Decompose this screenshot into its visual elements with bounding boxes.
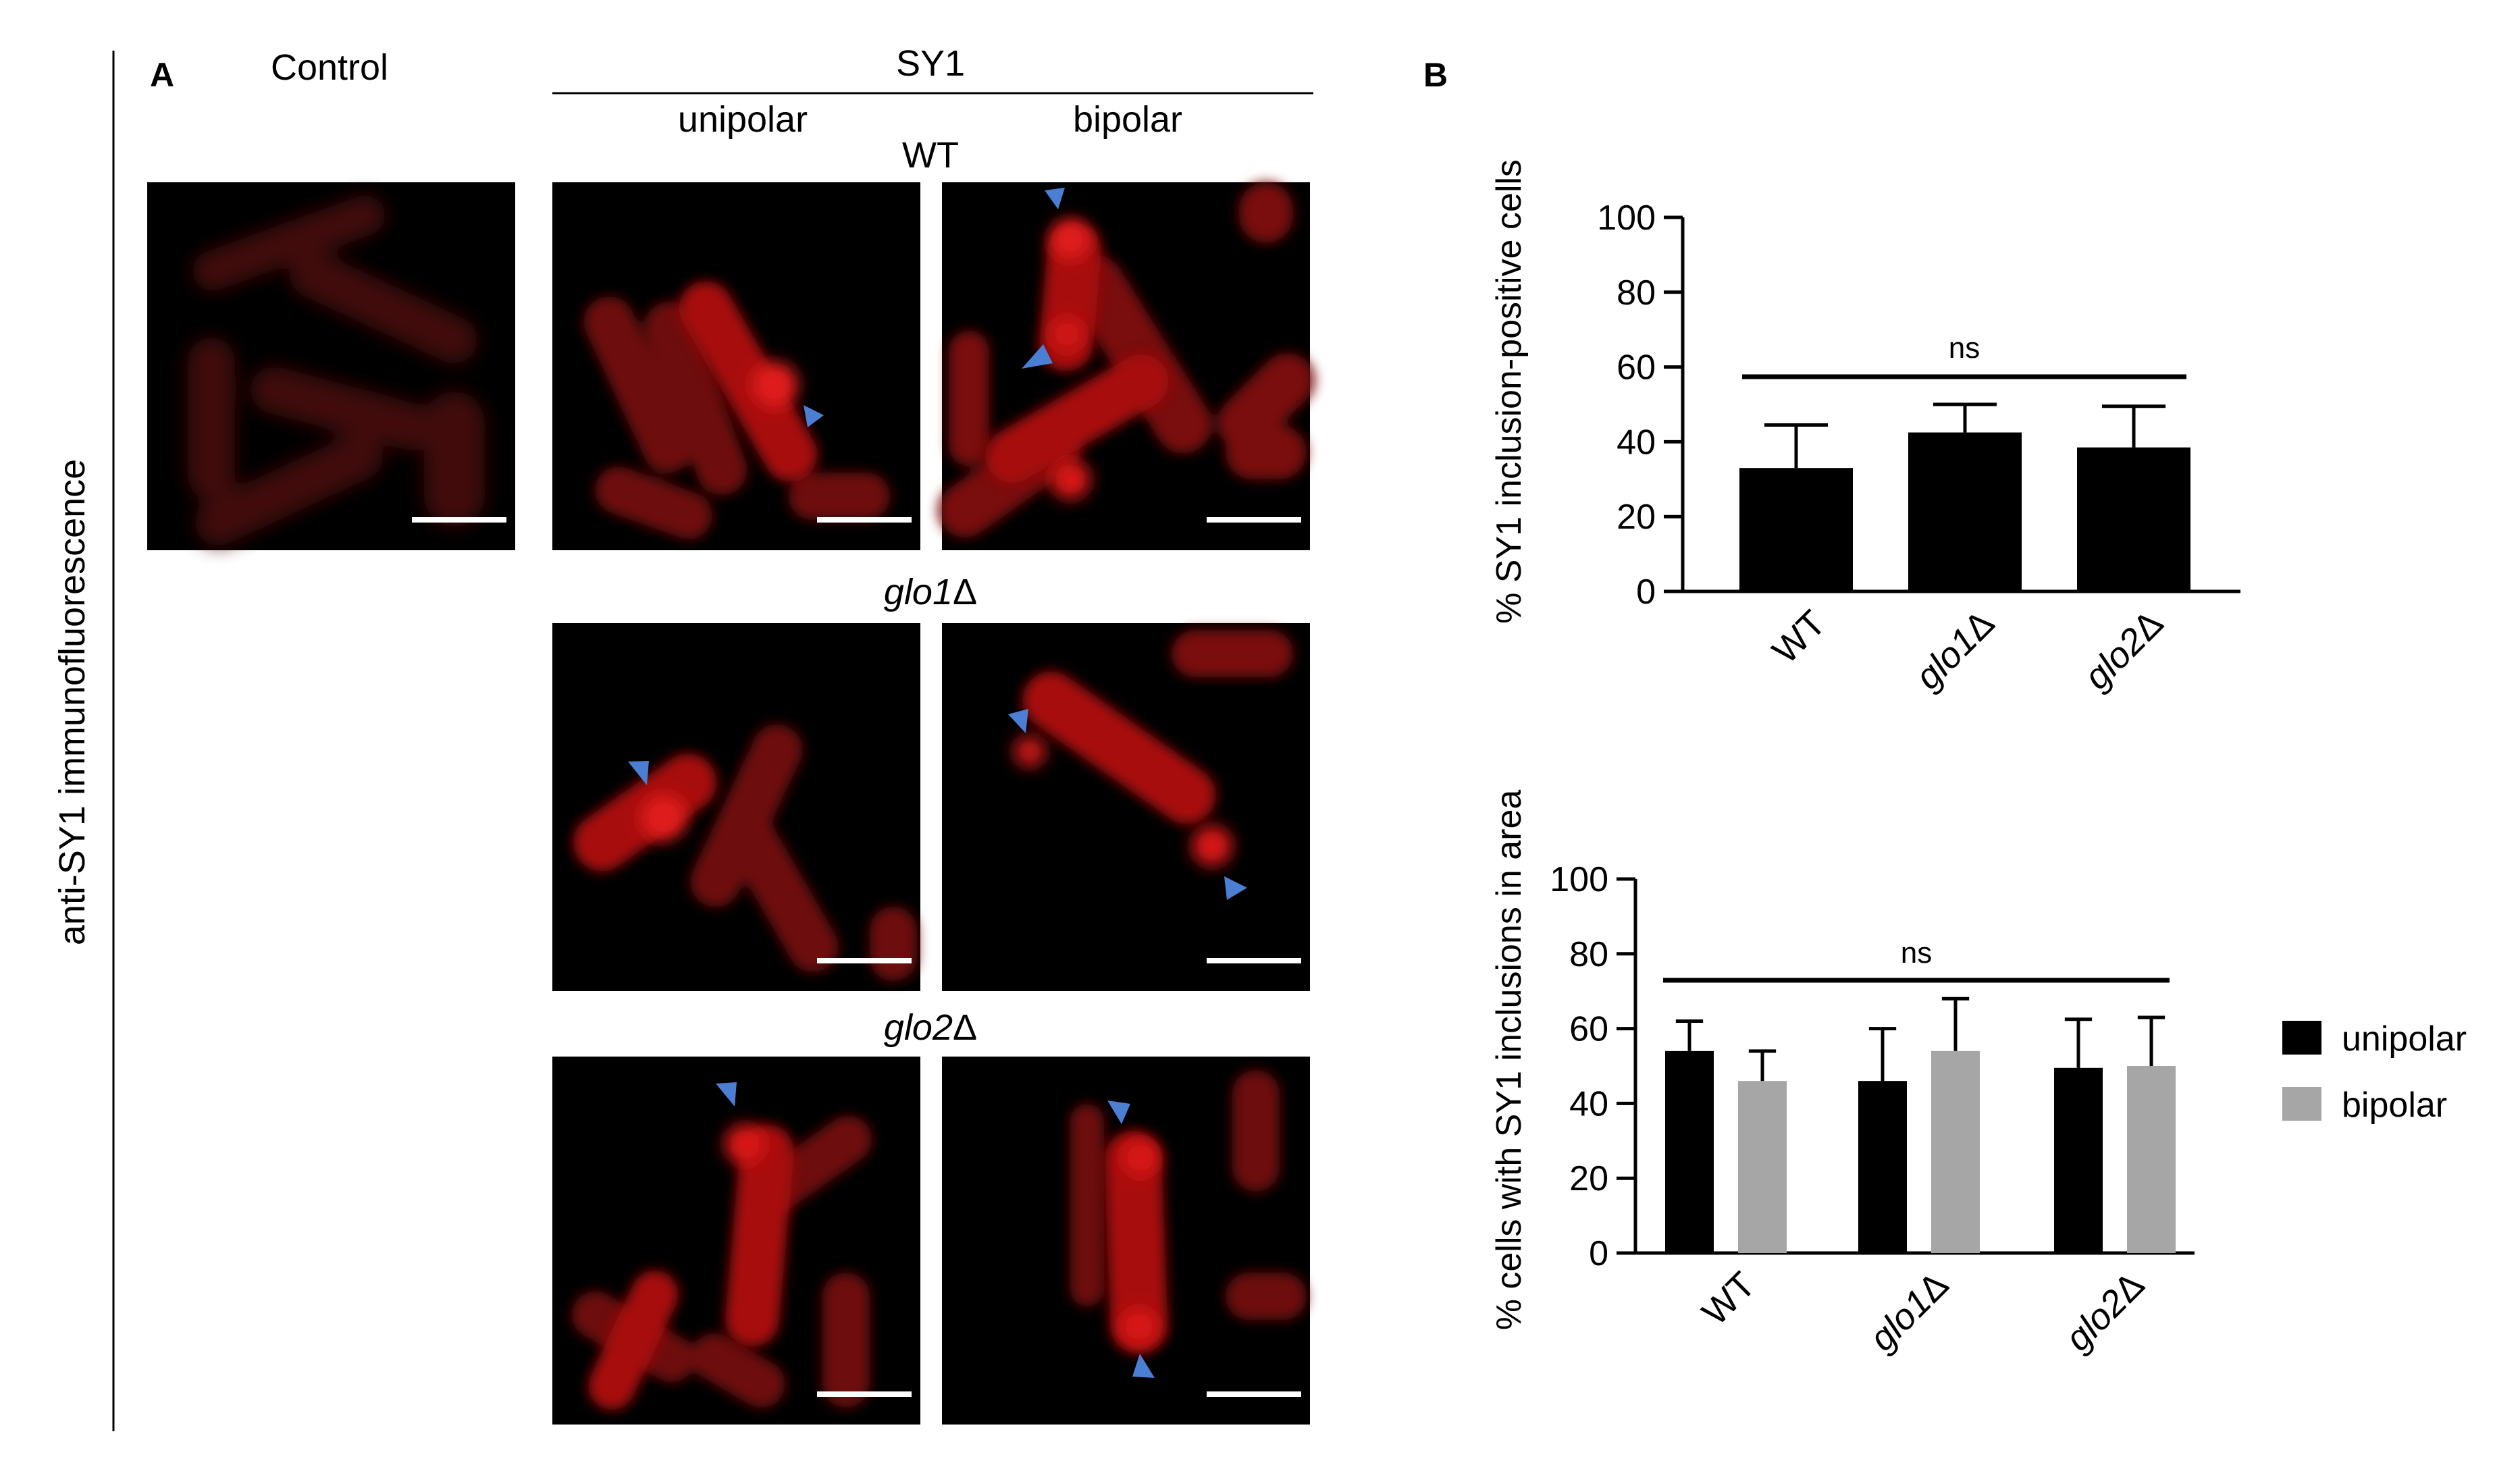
x-tick-label: glo1Δ (1862, 1265, 1956, 1359)
micrograph-glo1-unipolar (552, 623, 920, 991)
arrowhead-icon (1045, 188, 1065, 209)
strain-label-glo2: glo2Δ (884, 1007, 977, 1048)
panel-b-label: B (1423, 56, 1448, 94)
svg-text:WT: WT (1694, 1265, 1763, 1333)
top-significance-label: ns (1949, 331, 1980, 365)
control-header: Control (271, 47, 388, 88)
side-label: anti-SY1 immunofluorescence (52, 459, 93, 945)
bottom-significance-label: ns (1901, 936, 1932, 969)
bar (1931, 1050, 1980, 1253)
top-chart: % SY1 inclusion-positive cells 0 20 40 60 80… (1490, 159, 2240, 697)
panel-a-label: A (150, 56, 174, 94)
svg-text:glo1Δ: glo1Δ (1908, 603, 2002, 697)
legend-label-unipolar: unipolar (2342, 1019, 2467, 1059)
bar (2077, 447, 2190, 591)
arrowhead-icon (1132, 1354, 1155, 1378)
arrowhead-icon (1224, 876, 1247, 900)
legend-swatch-bipolar (2282, 1087, 2321, 1121)
y-tick-label: 60 (1569, 1010, 1608, 1049)
sy1-header: SY1 (896, 43, 965, 84)
bar (1739, 468, 1853, 591)
bar (1858, 1081, 1907, 1253)
y-tick-label: 20 (1569, 1159, 1608, 1198)
y-tick-label: 20 (1617, 498, 1656, 537)
bar (2054, 1067, 2103, 1253)
bipolar-header: bipolar (1073, 99, 1182, 140)
legend: unipolar bipolar (2282, 1019, 2467, 1125)
strain-label-wt: WT (902, 135, 959, 176)
svg-text:WT: WT (1764, 603, 1833, 672)
svg-text:glo2Δ: glo2Δ (2076, 603, 2171, 697)
bar (1665, 1050, 1714, 1253)
unipolar-header: unipolar (678, 99, 808, 140)
micrograph-wt-unipolar (552, 182, 920, 550)
svg-text:glo1Δ: glo1Δ (1862, 1265, 1956, 1359)
y-tick-label: 80 (1617, 273, 1656, 313)
y-tick-label: 0 (1636, 573, 1656, 612)
x-tick-label: glo1Δ (1908, 603, 2002, 697)
micrograph-glo2-bipolar (942, 1057, 1310, 1425)
micrograph-glo2-unipolar (552, 1057, 920, 1425)
y-tick-label: 40 (1569, 1084, 1608, 1123)
bar (1738, 1081, 1787, 1253)
arrowhead-icon (1008, 709, 1028, 733)
arrowhead-icon (628, 761, 649, 785)
micrograph-wt-bipolar (938, 182, 1315, 550)
legend-swatch-unipolar (2282, 1021, 2321, 1055)
bar (2127, 1066, 2176, 1253)
bottom-chart-ylabel: % cells with SY1 inclusions in area (1490, 790, 1529, 1331)
x-tick-label: glo2Δ (2057, 1265, 2152, 1359)
top-chart-ylabel: % SY1 inclusion-positive cells (1490, 159, 1529, 624)
arrowhead-icon (804, 405, 824, 427)
x-tick-label: WT (1764, 603, 1833, 672)
y-tick-label: 40 (1617, 423, 1656, 462)
strain-label-glo1: glo1Δ (884, 572, 977, 612)
x-tick-label: glo2Δ (2076, 603, 2171, 697)
y-tick-label: 100 (1597, 198, 1656, 238)
arrowhead-icon (1022, 344, 1053, 369)
arrowhead-icon (1107, 1100, 1130, 1124)
y-tick-label: 80 (1569, 935, 1608, 974)
y-tick-label: 0 (1589, 1234, 1608, 1273)
micrograph-control (147, 182, 515, 550)
x-tick-label: WT (1694, 1265, 1763, 1333)
bar (1908, 432, 2022, 591)
bottom-chart: % cells with SY1 inclusions in area 0 20 4… (1490, 790, 2195, 1359)
legend-label-bipolar: bipolar (2342, 1086, 2447, 1125)
arrowhead-icon (716, 1082, 737, 1107)
svg-text:glo2Δ: glo2Δ (2057, 1265, 2152, 1359)
micrograph-glo1-bipolar (942, 623, 1310, 991)
y-tick-label: 60 (1617, 348, 1656, 388)
y-tick-label: 100 (1550, 860, 1608, 899)
